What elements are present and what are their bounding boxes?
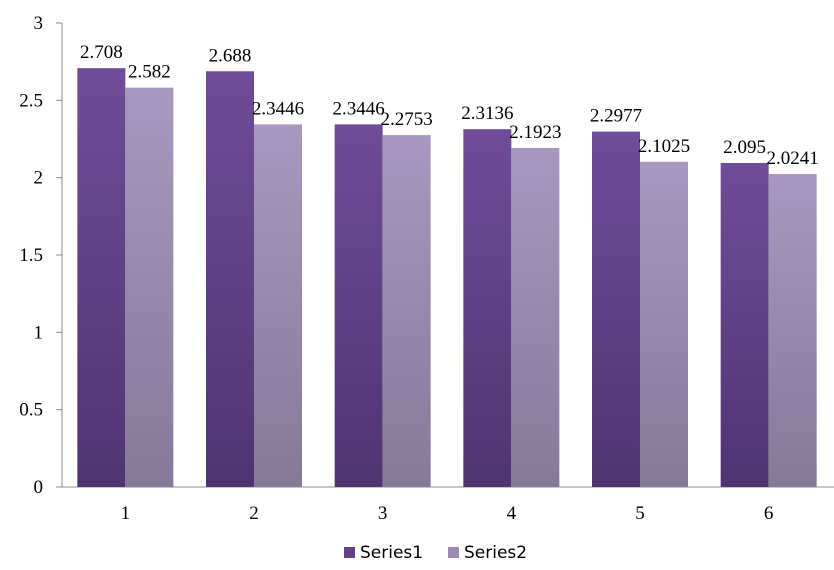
x-tick-label: 6 (764, 503, 774, 524)
x-tick-label: 3 (378, 503, 388, 524)
bar-series2 (254, 124, 302, 487)
y-tick-label: 2.5 (19, 90, 43, 111)
data-label-series2: 2.0241 (767, 148, 819, 169)
bar-series1 (592, 131, 640, 487)
data-label-series1: 2.3446 (333, 98, 385, 119)
data-label-series1: 2.2977 (590, 106, 642, 127)
legend: Series1 Series2 (344, 543, 527, 563)
bar-series2 (768, 173, 817, 487)
data-label-series2: 2.582 (128, 62, 171, 83)
y-tick-label: 3 (34, 13, 44, 34)
legend-swatch-series2 (448, 547, 459, 558)
y-tick-label: 1 (34, 322, 44, 343)
y-tick-label: 2 (34, 168, 44, 189)
legend-label-series1: Series1 (360, 543, 423, 563)
bar-series2 (640, 161, 688, 487)
x-axis: 1 2 3 4 5 6 (62, 486, 834, 524)
data-label-series2: 2.1923 (509, 122, 561, 143)
bars (77, 68, 817, 488)
legend-swatch-series1 (344, 547, 355, 558)
bar-series1 (463, 129, 512, 487)
data-label-series1: 2.688 (209, 45, 252, 66)
data-label-series2: 2.2753 (381, 109, 433, 130)
legend-label-series2: Series2 (464, 543, 527, 563)
x-tick-label: 4 (507, 503, 517, 524)
bar-series1 (206, 71, 254, 488)
bar-series1 (720, 162, 769, 487)
data-label-series1: 2.095 (723, 137, 766, 158)
x-tick-label: 1 (121, 503, 131, 524)
bar-series1 (77, 68, 126, 488)
x-tick-label: 5 (635, 503, 645, 524)
data-labels: 2.708 2.688 2.3446 2.3136 2.2977 2.095 2.582 2.… (80, 42, 819, 169)
bar-series1 (334, 124, 383, 487)
y-tick-label: 0 (34, 477, 44, 498)
y-tick-label: 0.5 (19, 400, 43, 421)
y-axis: 0 0.5 1 1.5 2 2.5 3 (19, 13, 63, 498)
x-tick-label: 2 (249, 503, 259, 524)
bar-series2 (125, 87, 174, 487)
bar-series2 (511, 147, 560, 488)
data-label-series1: 2.3136 (461, 103, 513, 124)
data-label-series2: 2.3446 (252, 98, 304, 119)
y-tick-label: 1.5 (19, 245, 43, 266)
data-label-series1: 2.708 (80, 42, 123, 63)
bar-series2 (382, 135, 431, 488)
data-label-series2: 2.1025 (638, 136, 690, 157)
